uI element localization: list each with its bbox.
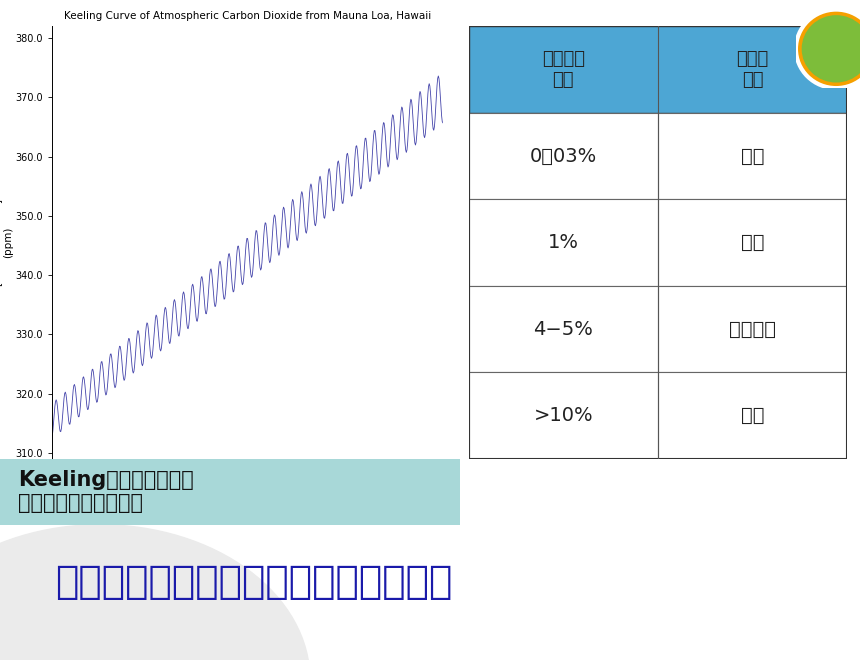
Text: 看了图表之后，你有什么想法或担忧？: 看了图表之后，你有什么想法或担忧？ [55,563,452,601]
Text: Keeling测定的夏威夷大
气二氧化碳浓度的变化: Keeling测定的夏威夷大 气二氧化碳浓度的变化 [18,470,194,513]
Title: Keeling Curve of Atmospheric Carbon Dioxide from Mauna Loa, Hawaii: Keeling Curve of Atmospheric Carbon Diox… [64,11,431,22]
Circle shape [802,16,860,82]
Text: >10%: >10% [533,406,593,425]
Text: 1%: 1% [548,233,579,252]
FancyBboxPatch shape [0,459,460,525]
FancyBboxPatch shape [469,26,847,113]
Text: 4−5%: 4−5% [533,319,593,339]
Text: 对人的
影响: 对人的 影响 [736,50,769,89]
Text: 正常: 正常 [740,147,765,166]
FancyBboxPatch shape [469,286,847,372]
Text: 有害: 有害 [740,233,765,252]
FancyBboxPatch shape [469,199,847,286]
Text: 二氧化碳
浓度: 二氧化碳 浓度 [542,50,585,89]
Text: 0．03%: 0．03% [530,147,597,166]
Text: 气喜头晕: 气喜头晕 [729,319,776,339]
Circle shape [797,11,860,86]
Y-axis label: [Carbon dioxide]
(ppm): [Carbon dioxide] (ppm) [0,199,14,286]
Text: 死亡: 死亡 [740,406,765,425]
Ellipse shape [0,525,310,660]
FancyBboxPatch shape [469,113,847,199]
FancyBboxPatch shape [469,372,847,459]
